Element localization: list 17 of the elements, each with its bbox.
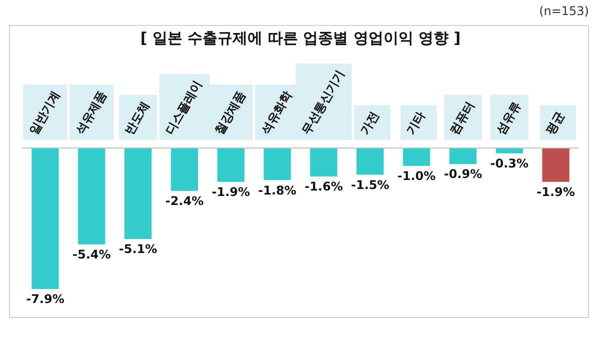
data-label: -1.6% bbox=[304, 180, 343, 194]
x-tick-label: 기타 bbox=[404, 109, 428, 138]
data-label: -1.5% bbox=[350, 178, 390, 192]
data-label: -7.9% bbox=[26, 292, 64, 306]
text: (n=153) bbox=[539, 4, 589, 18]
data-label: -5.1% bbox=[118, 242, 158, 256]
data-label: -1.9% bbox=[212, 185, 250, 200]
chart-title: [ 일본 수출규제에 따른 업종별 영업이익 영향 ] bbox=[140, 28, 461, 47]
data-label: -0.3% bbox=[490, 156, 529, 170]
data-label: -1.8% bbox=[258, 183, 296, 198]
data-label: -1.0% bbox=[397, 168, 436, 183]
data-label: -0.9% bbox=[444, 167, 482, 182]
data-label: -5.4% bbox=[72, 248, 111, 262]
data-label: -2.4% bbox=[165, 194, 204, 208]
x-tick-label: 평균 bbox=[542, 109, 568, 138]
x-tick-label: 가전 bbox=[357, 109, 382, 138]
data-label: -1.9% bbox=[536, 185, 575, 200]
